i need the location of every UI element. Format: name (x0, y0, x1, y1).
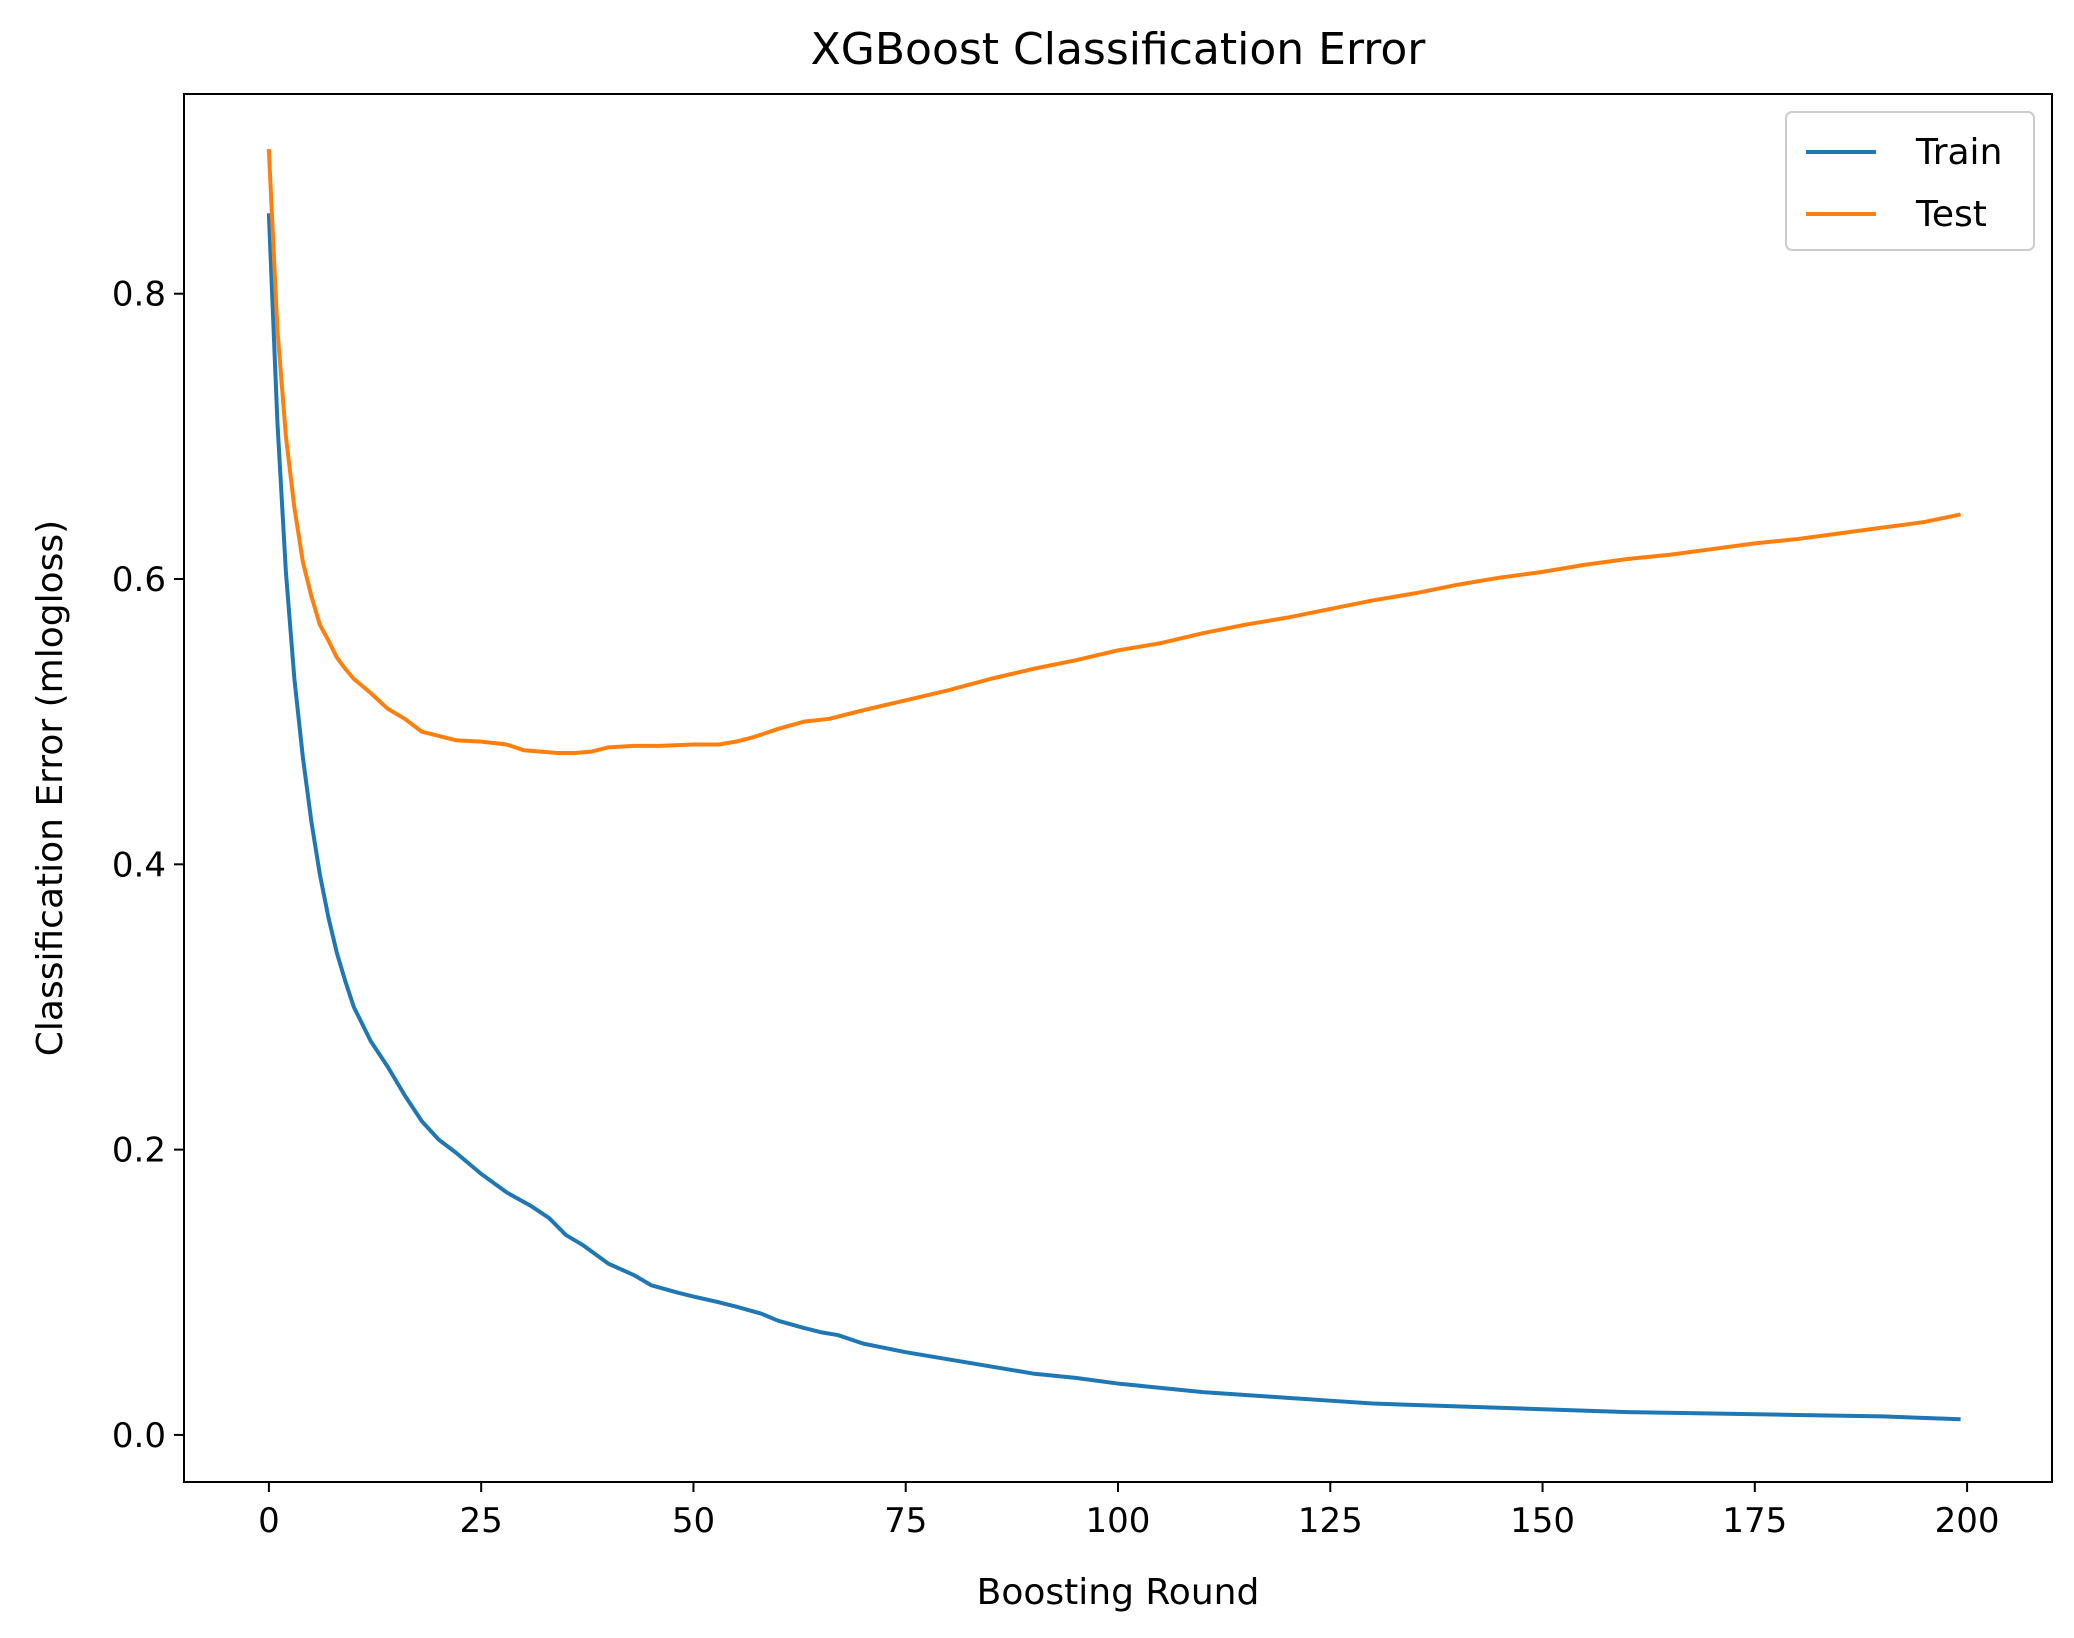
y-tick-label: 0.6 (112, 560, 166, 600)
legend: Train Test (1785, 111, 2035, 251)
y-ticks: 0.0 0.2 0.4 0.6 0.8 (112, 275, 184, 1456)
series-line-train (266, 213, 1961, 1422)
y-tick-label: 0.8 (112, 275, 166, 315)
x-tick-label: 175 (1722, 1501, 1787, 1541)
plot-area (266, 148, 1961, 1422)
x-tick-label: 200 (1935, 1501, 2000, 1541)
x-tick-label: 75 (884, 1501, 927, 1541)
x-tick-label: 0 (258, 1501, 280, 1541)
legend-test-label: Test (1915, 194, 1987, 235)
x-tick-label: 150 (1510, 1501, 1575, 1541)
y-axis-label: Classification Error (mlogloss) (30, 520, 71, 1056)
series-layer (266, 148, 1961, 1422)
x-tick-label: 100 (1086, 1501, 1151, 1541)
x-tick-label: 25 (460, 1501, 503, 1541)
series-line-test (266, 148, 1961, 756)
y-tick-label: 0.0 (112, 1416, 166, 1456)
x-tick-label: 50 (672, 1501, 715, 1541)
x-ticks: 0 25 50 75 100 125 150 175 200 (258, 1482, 2000, 1541)
x-axis-label: Boosting Round (977, 1572, 1260, 1613)
y-tick-label: 0.4 (112, 845, 166, 885)
chart-title: XGBoost Classification Error (811, 24, 1427, 75)
x-tick-label: 125 (1298, 1501, 1363, 1541)
y-tick-label: 0.2 (112, 1131, 166, 1171)
legend-train-label: Train (1915, 132, 2002, 173)
